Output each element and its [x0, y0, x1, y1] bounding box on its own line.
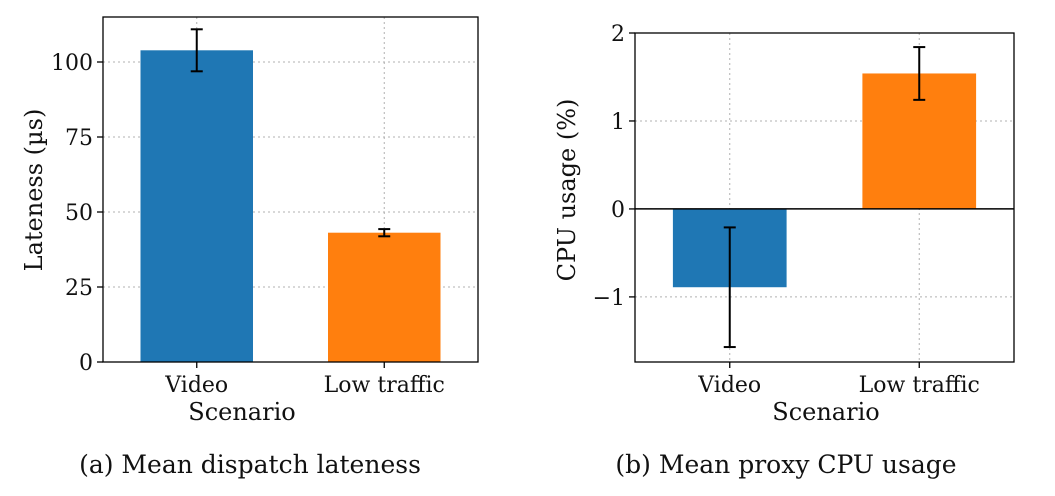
chart-a-errorbar: [378, 228, 391, 238]
chart-b-ylabel: CPU usage (%): [553, 99, 581, 282]
chart-b-xtick-label: Low traffic: [859, 373, 980, 398]
chart-a-xtick-label: Low traffic: [324, 373, 445, 398]
chart-a-ytick-label: 50: [65, 201, 93, 226]
chart-a-xlabel: Scenario: [188, 398, 295, 426]
chart-b-caption: (b) Mean proxy CPU usage: [615, 450, 956, 479]
chart-a: 0 25 50 75 100 Video Low traffic Scenario Late…: [20, 16, 479, 479]
chart-b-errorbar: [723, 226, 736, 349]
chart-b-ytick-label: 2: [611, 22, 625, 47]
chart-a-ytick-label: 0: [79, 351, 93, 376]
chart-a-errorbar: [190, 28, 203, 73]
chart-a-ytick-label: 25: [65, 276, 93, 301]
chart-b-ytick-label: 0: [611, 198, 625, 223]
chart-b-xlabel: Scenario: [772, 398, 879, 426]
chart-b-ytick-label: 1: [611, 110, 625, 135]
chart-a-bar-video: [140, 50, 253, 363]
chart-b-plot-frame: [634, 32, 1015, 363]
chart-a-bar-low-traffic: [328, 232, 441, 362]
chart-a-plot-frame: [102, 16, 479, 363]
chart-a-ytick-label: 100: [51, 51, 93, 76]
chart-a-xtick-label: Video: [164, 373, 228, 398]
chart-b-xtick-label: Video: [697, 373, 761, 398]
chart-b-errorbar: [913, 46, 926, 101]
chart-a-ylabel: Lateness (µs): [20, 109, 48, 272]
chart-b: −1 0 1 2 Video Low traffic Scenario CPU usage…: [553, 22, 1015, 479]
chart-b-ytick-label: −1: [593, 286, 625, 311]
chart-a-caption: (a) Mean dispatch lateness: [79, 450, 421, 479]
chart-a-ytick-label: 75: [65, 126, 93, 151]
